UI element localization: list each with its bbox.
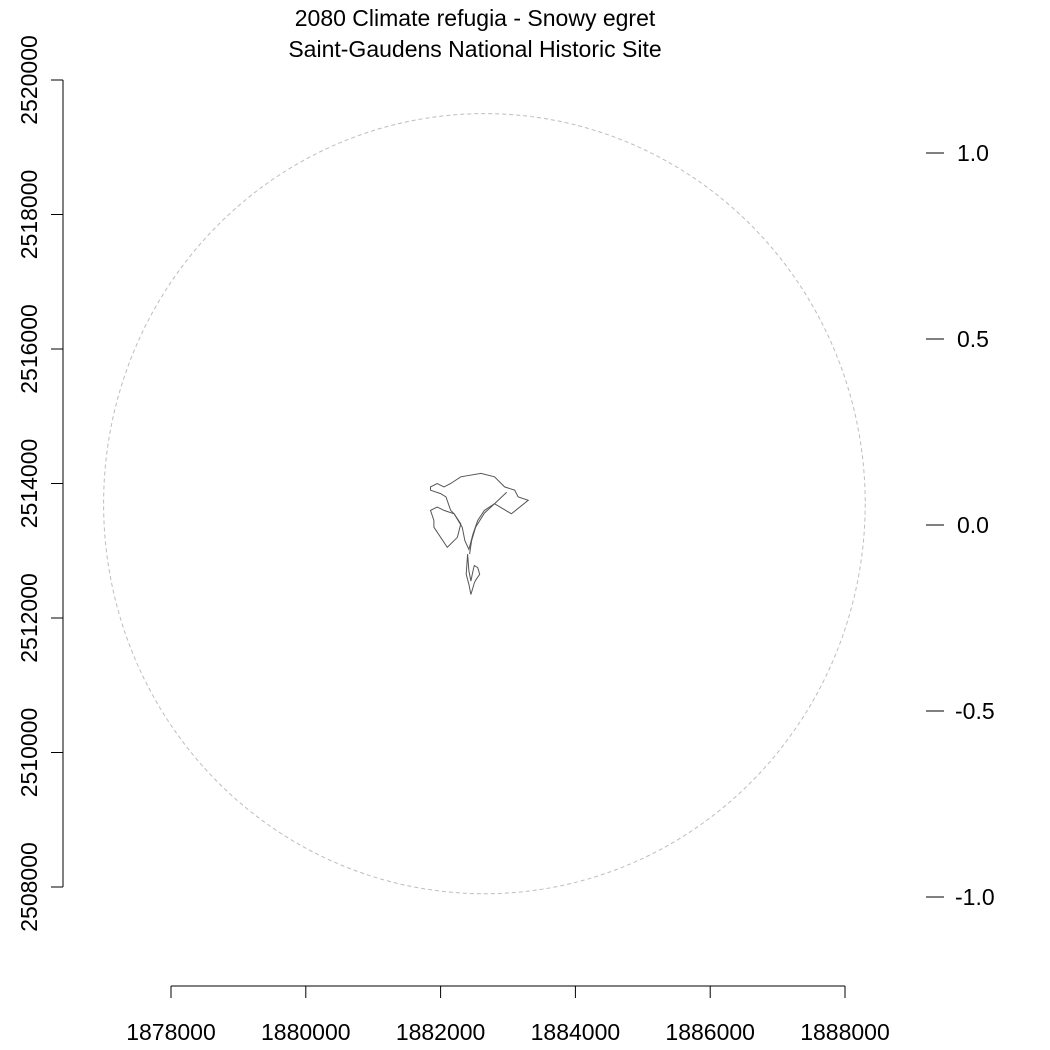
legend-tick-label: -0.5: [955, 698, 995, 724]
y-axis: 2508000 2510000 2512000 2514000 2516000 25180…: [16, 35, 64, 932]
y-tick-label: 2516000: [16, 304, 42, 394]
y-tick-label: 2512000: [16, 573, 42, 663]
map-title-line-2: Saint-Gaudens National Historic Site: [288, 36, 662, 62]
legend-tick-label: -1.0: [955, 884, 995, 910]
map-features: [103, 113, 866, 895]
x-tick-label: 1886000: [665, 1019, 755, 1045]
y-tick-label: 2510000: [16, 708, 42, 798]
park-boundary-south: [465, 554, 481, 595]
y-tick-label: 2518000: [16, 170, 42, 260]
x-tick-label: 1884000: [531, 1019, 621, 1045]
x-axis: 1878000 1880000 1882000 1884000 1886000 18880…: [126, 985, 890, 1045]
river-channel: [469, 491, 508, 555]
park-boundary-east: [430, 472, 530, 551]
park-boundary-west: [429, 506, 462, 549]
legend-tick-label: 1.0: [957, 140, 989, 166]
map-title-line-1: 2080 Climate refugia - Snowy egret: [294, 5, 656, 31]
buffer-circle: [103, 113, 866, 895]
legend-tick-label: 0.5: [957, 326, 989, 352]
x-tick-label: 1882000: [396, 1019, 486, 1045]
y-tick-label: 2520000: [16, 35, 42, 125]
y-tick-label: 2514000: [16, 439, 42, 529]
x-tick-label: 1888000: [800, 1019, 890, 1045]
x-tick-label: 1878000: [126, 1019, 216, 1045]
legend-tick-label: 0.0: [957, 512, 989, 538]
x-tick-label: 1880000: [261, 1019, 351, 1045]
y-tick-label: 2508000: [16, 842, 42, 932]
legend-scale-axis: 1.0 0.5 0.0 -0.5 -1.0: [926, 140, 995, 910]
